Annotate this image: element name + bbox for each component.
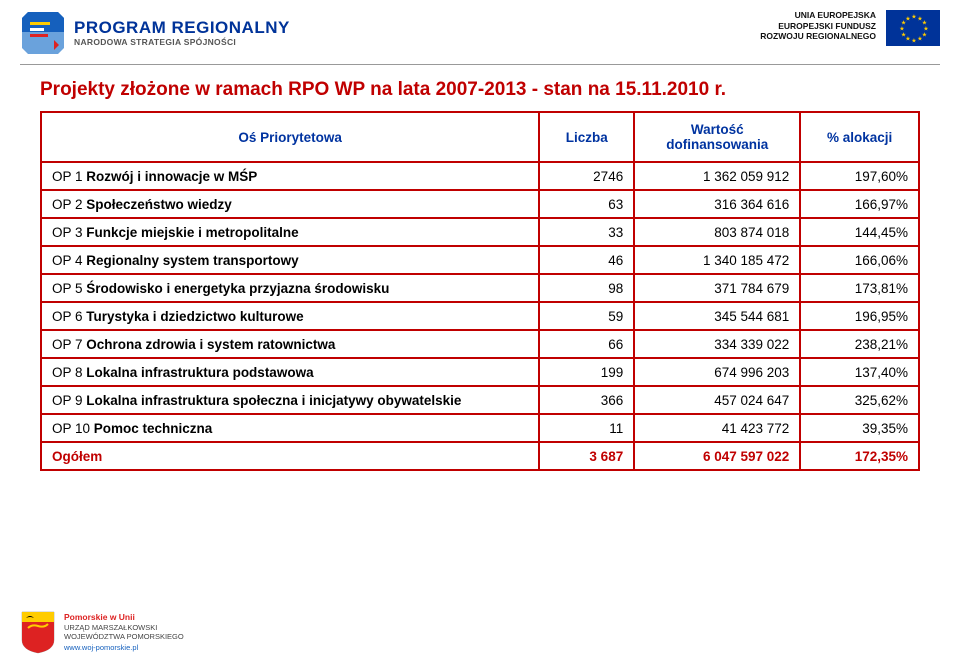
total-label: Ogółem xyxy=(41,442,539,470)
row-count: 63 xyxy=(539,190,634,218)
row-count: 33 xyxy=(539,218,634,246)
pomorskie-logo-icon xyxy=(20,610,56,654)
eu-flag-icon: ★★★★★★★★★★★★ xyxy=(886,10,940,46)
program-subtitle: NARODOWA STRATEGIA SPÓJNOŚCI xyxy=(74,38,290,48)
page-footer: Pomorskie w Unii URZĄD MARSZAŁKOWSKI WOJ… xyxy=(20,610,184,654)
total-count: 3 687 xyxy=(539,442,634,470)
row-count: 66 xyxy=(539,330,634,358)
row-count: 59 xyxy=(539,302,634,330)
row-label: OP 5 Środowisko i energetyka przyjazna ś… xyxy=(41,274,539,302)
row-count: 199 xyxy=(539,358,634,386)
col-value: Wartość dofinansowania xyxy=(634,112,800,162)
row-pct: 173,81% xyxy=(800,274,919,302)
row-label: OP 7 Ochrona zdrowia i system ratownictw… xyxy=(41,330,539,358)
footer-link: www.woj-pomorskie.pl xyxy=(64,643,184,652)
footer-office2: WOJEWÓDZTWA POMORSKIEGO xyxy=(64,632,184,641)
table-row: OP 6 Turystyka i dziedzictwo kulturowe59… xyxy=(41,302,919,330)
row-value: 345 544 681 xyxy=(634,302,800,330)
col-pct: % alokacji xyxy=(800,112,919,162)
eu-line2: EUROPEJSKI FUNDUSZ xyxy=(760,21,876,32)
row-count: 11 xyxy=(539,414,634,442)
row-pct: 144,45% xyxy=(800,218,919,246)
table-row: OP 3 Funkcje miejskie i metropolitalne33… xyxy=(41,218,919,246)
row-pct: 238,21% xyxy=(800,330,919,358)
row-value: 803 874 018 xyxy=(634,218,800,246)
row-pct: 166,06% xyxy=(800,246,919,274)
eu-block: UNIA EUROPEJSKA EUROPEJSKI FUNDUSZ ROZWO… xyxy=(760,10,940,46)
row-value: 457 024 647 xyxy=(634,386,800,414)
row-value: 316 364 616 xyxy=(634,190,800,218)
footer-office1: URZĄD MARSZAŁKOWSKI xyxy=(64,623,184,632)
total-value: 6 047 597 022 xyxy=(634,442,800,470)
row-label: OP 8 Lokalna infrastruktura podstawowa xyxy=(41,358,539,386)
col-count: Liczba xyxy=(539,112,634,162)
row-label: OP 10 Pomoc techniczna xyxy=(41,414,539,442)
table-row: OP 1 Rozwój i innowacje w MŚP27461 362 0… xyxy=(41,162,919,190)
program-logo-block: PROGRAM REGIONALNY NARODOWA STRATEGIA SP… xyxy=(20,10,290,56)
row-label: OP 4 Regionalny system transportowy xyxy=(41,246,539,274)
row-pct: 197,60% xyxy=(800,162,919,190)
row-count: 2746 xyxy=(539,162,634,190)
row-label: OP 6 Turystyka i dziedzictwo kulturowe xyxy=(41,302,539,330)
table-row: OP 7 Ochrona zdrowia i system ratownictw… xyxy=(41,330,919,358)
row-value: 41 423 772 xyxy=(634,414,800,442)
row-pct: 137,40% xyxy=(800,358,919,386)
table-row: OP 8 Lokalna infrastruktura podstawowa19… xyxy=(41,358,919,386)
row-label: OP 1 Rozwój i innowacje w MŚP xyxy=(41,162,539,190)
eu-line1: UNIA EUROPEJSKA xyxy=(760,10,876,21)
footer-text: Pomorskie w Unii URZĄD MARSZAŁKOWSKI WOJ… xyxy=(64,612,184,651)
row-pct: 39,35% xyxy=(800,414,919,442)
eu-text: UNIA EUROPEJSKA EUROPEJSKI FUNDUSZ ROZWO… xyxy=(760,10,876,42)
row-value: 1 340 185 472 xyxy=(634,246,800,274)
footer-title: Pomorskie w Unii xyxy=(64,612,184,622)
row-value: 1 362 059 912 xyxy=(634,162,800,190)
row-value: 334 339 022 xyxy=(634,330,800,358)
table-total-row: Ogółem3 6876 047 597 022172,35% xyxy=(41,442,919,470)
row-label: OP 2 Społeczeństwo wiedzy xyxy=(41,190,539,218)
page-title: Projekty złożone w ramach RPO WP na lata… xyxy=(40,79,920,101)
row-count: 98 xyxy=(539,274,634,302)
table-header-row: Oś Priorytetowa Liczba Wartość dofinanso… xyxy=(41,112,919,162)
page-header: PROGRAM REGIONALNY NARODOWA STRATEGIA SP… xyxy=(0,0,960,62)
table-row: OP 9 Lokalna infrastruktura społeczna i … xyxy=(41,386,919,414)
table-row: OP 10 Pomoc techniczna1141 423 77239,35% xyxy=(41,414,919,442)
row-pct: 325,62% xyxy=(800,386,919,414)
row-count: 46 xyxy=(539,246,634,274)
table-row: OP 2 Społeczeństwo wiedzy63316 364 61616… xyxy=(41,190,919,218)
program-text: PROGRAM REGIONALNY NARODOWA STRATEGIA SP… xyxy=(74,18,290,47)
col-priority: Oś Priorytetowa xyxy=(41,112,539,162)
program-title: PROGRAM REGIONALNY xyxy=(74,18,290,38)
program-logo-icon xyxy=(20,10,66,56)
divider xyxy=(20,64,940,65)
total-pct: 172,35% xyxy=(800,442,919,470)
row-pct: 166,97% xyxy=(800,190,919,218)
projects-table: Oś Priorytetowa Liczba Wartość dofinanso… xyxy=(40,111,920,471)
row-label: OP 3 Funkcje miejskie i metropolitalne xyxy=(41,218,539,246)
table-row: OP 5 Środowisko i energetyka przyjazna ś… xyxy=(41,274,919,302)
row-label: OP 9 Lokalna infrastruktura społeczna i … xyxy=(41,386,539,414)
row-value: 674 996 203 xyxy=(634,358,800,386)
table-row: OP 4 Regionalny system transportowy461 3… xyxy=(41,246,919,274)
eu-line3: ROZWOJU REGIONALNEGO xyxy=(760,31,876,42)
row-value: 371 784 679 xyxy=(634,274,800,302)
row-count: 366 xyxy=(539,386,634,414)
row-pct: 196,95% xyxy=(800,302,919,330)
